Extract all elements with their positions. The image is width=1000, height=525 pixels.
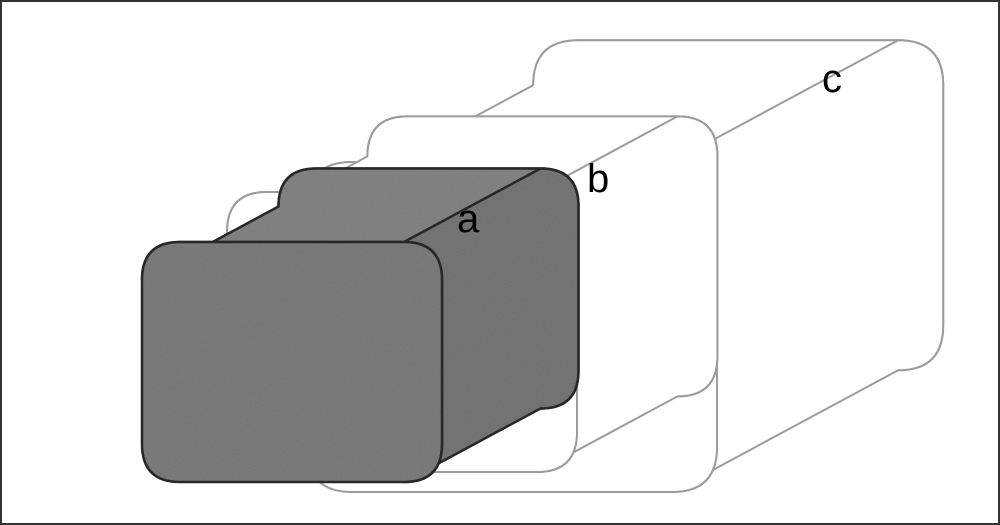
label-c: c [822, 57, 842, 102]
diagram-stage: c b a [0, 0, 1000, 525]
diagram-svg [2, 2, 1000, 525]
label-a: a [457, 197, 479, 242]
layer-a-front [142, 242, 442, 482]
label-b: b [587, 157, 609, 202]
